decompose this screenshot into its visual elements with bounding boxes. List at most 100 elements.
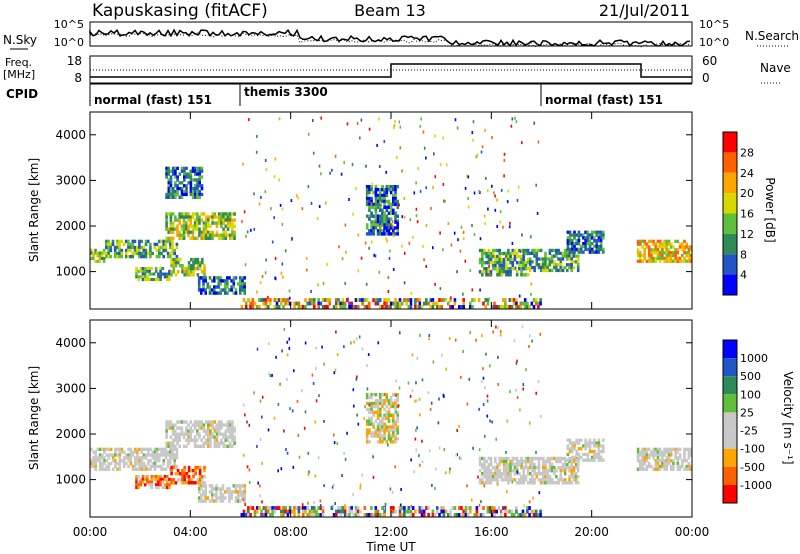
heatmap-cell	[533, 481, 536, 485]
heatmap-cell	[194, 195, 197, 199]
heatmap-cell	[176, 178, 179, 182]
heatmap-cell	[365, 226, 369, 230]
heatmap-cell	[189, 175, 193, 179]
heatmap-cell	[528, 345, 530, 348]
heatmap-cell	[665, 456, 669, 460]
heatmap-cell	[482, 506, 485, 510]
heatmap-cell	[553, 456, 556, 461]
heatmap-cell	[383, 416, 386, 420]
heatmap-cell	[507, 270, 510, 274]
heatmap-cell	[427, 506, 430, 510]
heatmap-cell	[242, 453, 245, 457]
heatmap-cell	[169, 227, 173, 231]
heatmap-cell	[387, 434, 391, 438]
heatmap-cell	[103, 467, 106, 471]
heatmap-cell	[526, 481, 530, 485]
heatmap-cell	[584, 236, 587, 240]
heatmap-cell	[524, 462, 528, 467]
heatmap-cell	[561, 254, 565, 258]
heatmap-cell	[396, 226, 399, 230]
heatmap-cell	[118, 450, 122, 454]
heatmap-cell	[593, 230, 596, 234]
heatmap-cell	[507, 254, 510, 259]
heatmap-cell	[409, 301, 413, 306]
heatmap-cell	[654, 453, 658, 457]
heatmap-cell	[439, 287, 442, 291]
heatmap-cell	[187, 175, 190, 179]
heatmap-cell	[520, 475, 523, 479]
heatmap-cell	[293, 509, 296, 514]
heatmap-cell	[196, 481, 200, 485]
heatmap-cell	[308, 470, 310, 474]
heatmap-cell	[142, 245, 146, 250]
heatmap-cell	[396, 232, 399, 236]
heatmap-cell	[215, 215, 219, 219]
heatmap-cell	[98, 467, 102, 471]
heatmap-cell	[522, 261, 525, 265]
heatmap-cell	[502, 506, 505, 510]
heatmap-cell	[133, 456, 137, 460]
heatmap-cell	[381, 208, 384, 212]
heatmap-cell	[420, 513, 424, 517]
heatmap-cell	[533, 254, 536, 258]
heatmap-cell	[524, 478, 528, 482]
heatmap-cell	[377, 341, 380, 345]
heatmap-cell	[409, 218, 412, 222]
heatmap-cell	[647, 453, 651, 457]
heatmap-cell	[196, 172, 199, 176]
heatmap-cell	[192, 273, 195, 277]
heatmap-cell	[511, 251, 515, 256]
heatmap-cell	[376, 431, 380, 435]
heatmap-cell	[517, 185, 520, 189]
heatmap-cell	[169, 181, 173, 185]
heatmap-cell	[146, 477, 149, 481]
power-ylabel: Slant Range [km]	[27, 158, 41, 262]
heatmap-cell	[571, 455, 574, 459]
heatmap-cell	[172, 267, 176, 271]
heatmap-cell	[171, 239, 174, 244]
heatmap-cell	[226, 212, 230, 216]
heatmap-cell	[396, 419, 399, 423]
heatmap-cell	[226, 487, 229, 491]
heatmap-cell	[522, 475, 525, 479]
heatmap-cell	[494, 465, 497, 470]
heatmap-cell	[568, 236, 572, 240]
heatmap-cell	[574, 472, 578, 476]
heatmap-cell	[158, 453, 161, 457]
heatmap-cell	[539, 263, 543, 267]
heatmap-cell	[176, 469, 180, 473]
heatmap-cell	[233, 438, 236, 442]
heatmap-cell	[290, 199, 293, 203]
heatmap-cell	[658, 251, 662, 255]
heatmap-cell	[568, 242, 572, 246]
heatmap-cell	[546, 459, 549, 464]
heatmap-cell	[383, 226, 386, 230]
colorbar-tick-label: 100	[740, 388, 761, 401]
heatmap-cell	[107, 453, 111, 457]
heatmap-cell	[570, 268, 573, 273]
heatmap-cell	[425, 265, 427, 268]
heatmap-cell	[531, 248, 534, 253]
heatmap-cell	[172, 478, 176, 482]
y-tick-label: 1000	[55, 265, 86, 279]
heatmap-cell	[200, 487, 203, 491]
heatmap-cell	[573, 233, 576, 237]
colorbar-tick-label: 1000	[740, 352, 768, 365]
heatmap-cell	[100, 251, 104, 255]
heatmap-cell	[571, 239, 574, 243]
heatmap-cell	[473, 298, 476, 302]
heatmap-cell	[658, 459, 662, 463]
heatmap-cell	[570, 475, 573, 479]
heatmap-cell	[639, 461, 642, 466]
colorbar-tick-label: -500	[740, 461, 765, 474]
heatmap-cell	[494, 248, 497, 253]
heatmap-cell	[384, 502, 387, 506]
heatmap-cell	[497, 382, 499, 386]
heatmap-cell	[537, 472, 541, 476]
heatmap-cell	[528, 506, 531, 510]
heatmap-cell	[168, 269, 171, 273]
heatmap-cell	[217, 426, 221, 430]
heatmap-cell	[109, 453, 113, 457]
heatmap-cell	[189, 432, 192, 436]
